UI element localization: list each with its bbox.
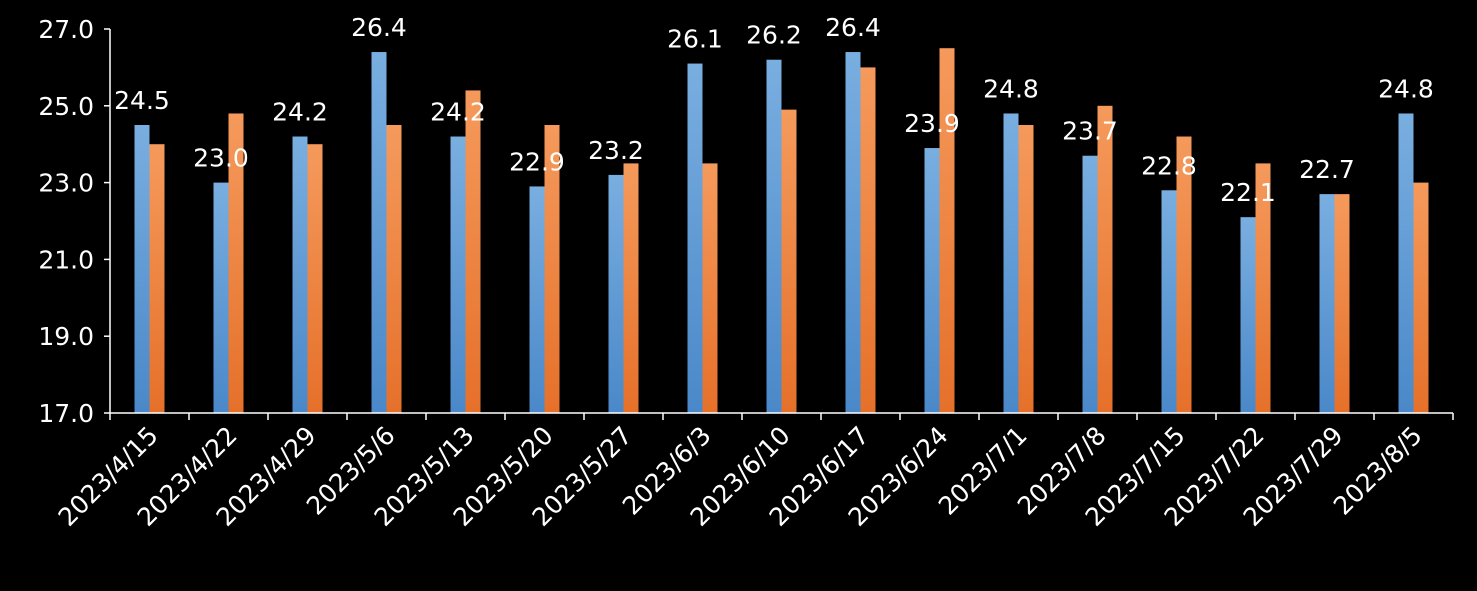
data-label: 22.7 — [1299, 155, 1355, 184]
y-tick-label: 25.0 — [38, 92, 94, 121]
data-label: 26.4 — [351, 13, 407, 42]
bar-series2-2023/5/13 — [465, 90, 481, 413]
bar-series2-2023/6/24 — [939, 48, 955, 413]
axes — [104, 28, 1454, 420]
bar-series1-2023/6/24 — [924, 148, 940, 414]
bar-series2-2023/6/3 — [702, 163, 718, 413]
data-label: 26.4 — [825, 13, 881, 42]
bar-series2-2023/7/22 — [1255, 163, 1271, 413]
y-tick-label: 21.0 — [38, 245, 94, 274]
bar-series1-2023/5/13 — [450, 136, 466, 413]
data-label: 26.2 — [746, 21, 802, 50]
bar-series1-2023/6/10 — [766, 59, 782, 413]
data-label: 22.9 — [509, 147, 565, 176]
bar-series1-2023/7/1 — [1003, 113, 1019, 413]
bar-series2-2023/4/22 — [228, 113, 244, 413]
data-label: 23.7 — [1062, 117, 1118, 146]
data-label: 24.5 — [114, 86, 170, 115]
data-label: 23.0 — [193, 144, 249, 173]
bar-series2-2023/7/8 — [1097, 105, 1113, 414]
bar-series1-2023/7/22 — [1240, 217, 1256, 413]
bar-series1-2023/5/27 — [608, 174, 624, 413]
labels-layer: 17.019.021.023.025.027.02023/4/152023/4/… — [38, 13, 1434, 532]
bar-series2-2023/5/27 — [623, 163, 639, 413]
y-tick-label: 27.0 — [38, 15, 94, 44]
bar-series2-2023/4/15 — [149, 144, 165, 413]
bar-series2-2023/7/29 — [1334, 194, 1350, 413]
bar-series1-2023/4/22 — [213, 182, 229, 413]
y-tick-label: 19.0 — [38, 322, 94, 351]
bar-series2-2023/5/20 — [544, 125, 560, 413]
bar-series1-2023/4/15 — [134, 125, 150, 413]
bar-series1-2023/4/29 — [292, 136, 308, 413]
bar-series1-2023/7/15 — [1161, 190, 1177, 413]
bar-series1-2023/8/5 — [1398, 113, 1414, 413]
bar-series2-2023/7/15 — [1176, 136, 1192, 413]
data-label: 24.2 — [430, 98, 486, 127]
bar-series1-2023/5/20 — [529, 186, 545, 413]
bar-series2-2023/5/6 — [386, 125, 402, 413]
data-label: 24.8 — [983, 74, 1039, 103]
bar-series2-2023/8/5 — [1413, 182, 1429, 413]
data-label: 23.2 — [588, 136, 644, 165]
bar-series2-2023/7/1 — [1018, 125, 1034, 413]
data-label: 24.8 — [1378, 74, 1434, 103]
bar-series2-2023/4/29 — [307, 144, 323, 413]
bar-series1-2023/7/29 — [1319, 194, 1335, 413]
bars-layer — [134, 48, 1429, 414]
bar-series1-2023/5/6 — [371, 52, 387, 413]
bar-series1-2023/7/8 — [1082, 155, 1098, 413]
data-label: 22.1 — [1220, 178, 1276, 207]
bar-series2-2023/6/17 — [860, 67, 876, 414]
y-tick-label: 23.0 — [38, 169, 94, 198]
data-label: 22.8 — [1141, 151, 1197, 180]
bar-series1-2023/6/3 — [687, 63, 703, 414]
bar-series1-2023/6/17 — [845, 52, 861, 413]
data-label: 26.1 — [667, 25, 723, 54]
y-tick-label: 17.0 — [38, 399, 94, 428]
bar-series2-2023/6/10 — [781, 109, 797, 413]
data-label: 23.9 — [904, 109, 960, 138]
data-label: 24.2 — [272, 98, 328, 127]
